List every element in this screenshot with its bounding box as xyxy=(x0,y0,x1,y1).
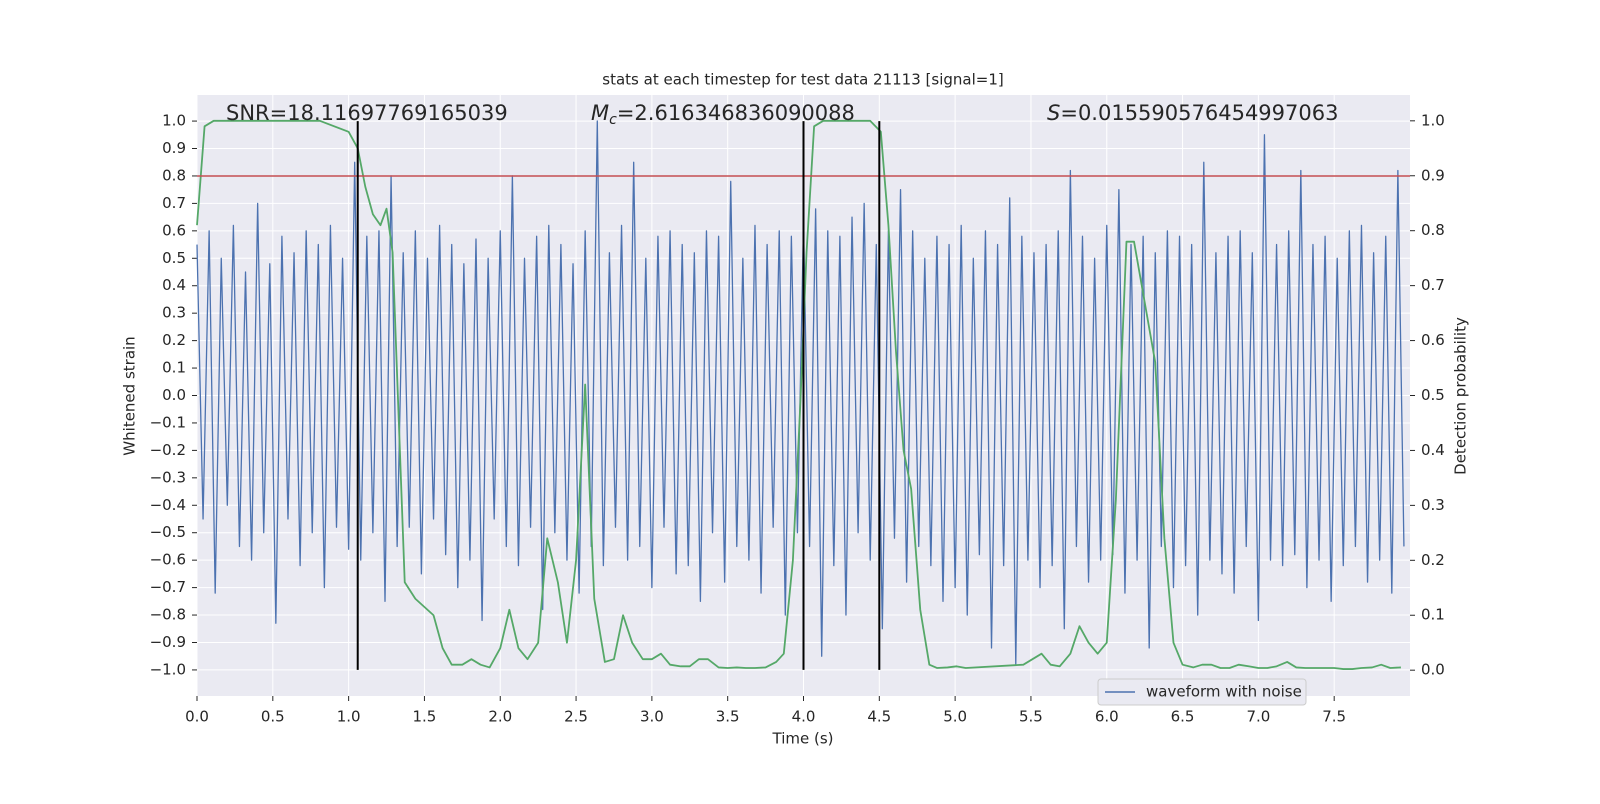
x-tick-label: 7.5 xyxy=(1322,708,1346,726)
y-tick-label: 0.9 xyxy=(162,139,186,157)
y-tick-label: 0.1 xyxy=(162,359,186,377)
y2-tick-label: 0.8 xyxy=(1421,221,1445,239)
y-tick-label: −0.1 xyxy=(150,413,186,431)
x-tick-label: 2.5 xyxy=(564,708,588,726)
y-tick-label: −0.4 xyxy=(150,496,186,514)
series-line xyxy=(196,119,1401,670)
annotation: SNR=18.11697769165039 xyxy=(226,101,508,125)
x-tick-label: 0.5 xyxy=(261,708,285,726)
y-tick-label: −0.6 xyxy=(150,551,186,569)
y-tick-label: 0.0 xyxy=(162,386,186,404)
y2-tick-label: 0.0 xyxy=(1421,661,1445,679)
annotation-symbol: M xyxy=(591,101,609,125)
y-tick-label: 0.7 xyxy=(162,194,186,212)
chart-title: stats at each timestep for test data 211… xyxy=(602,71,1003,89)
y-tick-label: 0.6 xyxy=(162,221,186,239)
y2-axis-label: Detection probability xyxy=(1452,317,1470,475)
x-tick-label: 3.0 xyxy=(640,708,664,726)
x-tick-label: 1.0 xyxy=(337,708,361,726)
x-tick-label: 1.5 xyxy=(413,708,437,726)
y-tick-label: 0.3 xyxy=(162,304,186,322)
legend-label: waveform with noise xyxy=(1146,683,1302,701)
y-tick-label: −0.2 xyxy=(150,441,186,459)
marks xyxy=(196,119,1410,670)
y-tick-label: −0.9 xyxy=(150,633,186,651)
y-tick-label: −0.5 xyxy=(150,523,186,541)
annotation-text: =2.616346836090088 xyxy=(617,101,855,125)
y2-tick-label: 0.7 xyxy=(1421,276,1445,294)
y2-tick-label: 0.5 xyxy=(1421,386,1445,404)
x-tick-label: 3.5 xyxy=(716,708,740,726)
y2-tick-label: 0.4 xyxy=(1421,441,1445,459)
y-tick-label: −1.0 xyxy=(150,660,186,678)
annotation: S=0.015590576454997063 xyxy=(1047,101,1338,125)
y-tick-label: 0.2 xyxy=(162,331,186,349)
annotation-text: =0.015590576454997063 xyxy=(1060,101,1338,125)
y-tick-label: −0.3 xyxy=(150,468,186,486)
series-line xyxy=(196,120,1405,666)
x-tick-label: 4.0 xyxy=(792,708,816,726)
y-tick-label: 0.4 xyxy=(162,276,186,294)
y2-tick-label: 0.2 xyxy=(1421,551,1445,569)
x-tick-label: 6.5 xyxy=(1171,708,1195,726)
y-tick-label: 1.0 xyxy=(162,112,186,130)
y-tick-label: −0.8 xyxy=(150,606,186,624)
annotation: Mc=2.616346836090088 xyxy=(591,101,855,128)
x-tick-label: 5.5 xyxy=(1019,708,1043,726)
y-axis-label: Whitened strain xyxy=(121,336,139,455)
x-axis-label: Time (s) xyxy=(772,730,834,748)
y-tick-label: 0.5 xyxy=(162,249,186,267)
y2-tick-label: 0.3 xyxy=(1421,496,1445,514)
x-tick-label: 2.0 xyxy=(488,708,512,726)
y-tick-label: 0.8 xyxy=(162,166,186,184)
y2-tick-label: 0.1 xyxy=(1421,606,1445,624)
x-tick-label: 4.5 xyxy=(867,708,891,726)
x-tick-label: 5.0 xyxy=(943,708,967,726)
x-tick-label: 7.0 xyxy=(1246,708,1270,726)
annotation-symbol: S xyxy=(1047,101,1060,125)
y2-tick-label: 0.6 xyxy=(1421,331,1445,349)
legend: waveform with noise xyxy=(1097,678,1307,706)
annotation-subscript: c xyxy=(609,112,617,128)
legend-box xyxy=(1097,678,1307,706)
y2-tick-label: 0.9 xyxy=(1421,166,1445,184)
y2-tick-label: 1.0 xyxy=(1421,111,1445,129)
x-tick-label: 6.0 xyxy=(1095,708,1119,726)
x-tick-label: 0.0 xyxy=(185,708,209,726)
y-tick-label: −0.7 xyxy=(150,578,186,596)
